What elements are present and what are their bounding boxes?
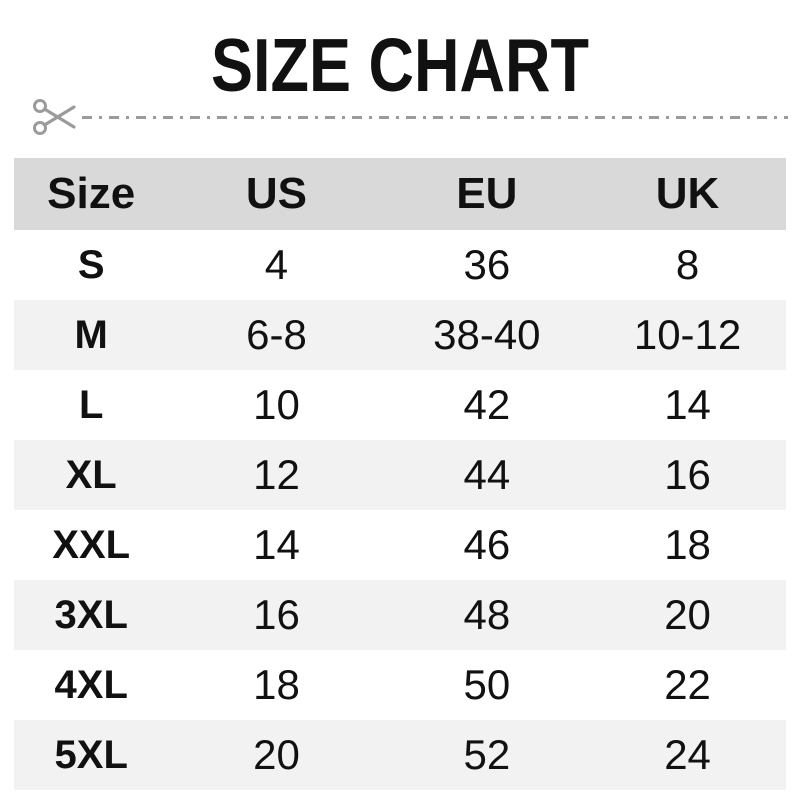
uk-value: 16 <box>664 454 711 496</box>
eu-value: 50 <box>463 664 511 706</box>
uk-value: 22 <box>664 664 711 706</box>
table-row-l: L 10 42 14 <box>14 370 786 440</box>
column-header-uk: UK <box>655 172 720 216</box>
table-row-4xl: 4XL 18 50 22 <box>14 650 786 720</box>
size-label: 5XL <box>54 735 128 775</box>
us-value: 10 <box>253 384 300 426</box>
table-row-xxl: XXL 14 46 18 <box>14 510 786 580</box>
us-value: 12 <box>253 454 300 496</box>
column-header-size: Size <box>47 172 136 216</box>
eu-value: 36 <box>463 244 511 286</box>
uk-value: 14 <box>664 384 711 426</box>
size-label: M <box>74 315 108 355</box>
size-label: S <box>77 245 105 285</box>
us-value: 16 <box>253 594 300 636</box>
uk-value: 24 <box>664 734 711 776</box>
us-value: 14 <box>253 524 300 566</box>
cut-line <box>32 96 788 138</box>
scissors-icon <box>33 99 76 135</box>
column-header-us: US <box>245 172 308 216</box>
dashed-cut-rule <box>82 115 788 119</box>
us-value: 6-8 <box>246 314 307 356</box>
size-label: XXL <box>52 525 131 565</box>
size-label: L <box>78 385 104 425</box>
table-row-5xl: 5XL 20 52 24 <box>14 720 786 790</box>
eu-value: 46 <box>463 524 511 566</box>
table-row-xl: XL 12 44 16 <box>14 440 786 510</box>
eu-value: 38-40 <box>433 314 541 356</box>
us-value: 18 <box>253 664 300 706</box>
size-label: 3XL <box>54 595 128 635</box>
us-value: 20 <box>253 734 300 776</box>
eu-value: 44 <box>463 454 511 496</box>
size-label: 4XL <box>54 665 128 705</box>
page-title: SIZE CHART <box>0 28 800 103</box>
table-row-s: S 4 36 8 <box>14 230 786 300</box>
column-header-eu: EU <box>456 172 518 216</box>
uk-value: 10-12 <box>633 314 742 356</box>
uk-value: 8 <box>675 244 700 286</box>
us-value: 4 <box>264 244 289 286</box>
eu-value: 42 <box>463 384 511 426</box>
table-row-m: M 6-8 38-40 10-12 <box>14 300 786 370</box>
uk-value: 18 <box>664 524 711 566</box>
eu-value: 48 <box>463 594 511 636</box>
uk-value: 20 <box>664 594 711 636</box>
eu-value: 52 <box>463 734 511 776</box>
table-header-row: Size US EU UK <box>14 158 786 230</box>
size-table: Size US EU UK S 4 36 8 M 6-8 38-40 10-12… <box>14 158 786 790</box>
page-title-text: SIZE CHART <box>211 23 589 107</box>
size-label: XL <box>65 455 117 495</box>
table-row-3xl: 3XL 16 48 20 <box>14 580 786 650</box>
